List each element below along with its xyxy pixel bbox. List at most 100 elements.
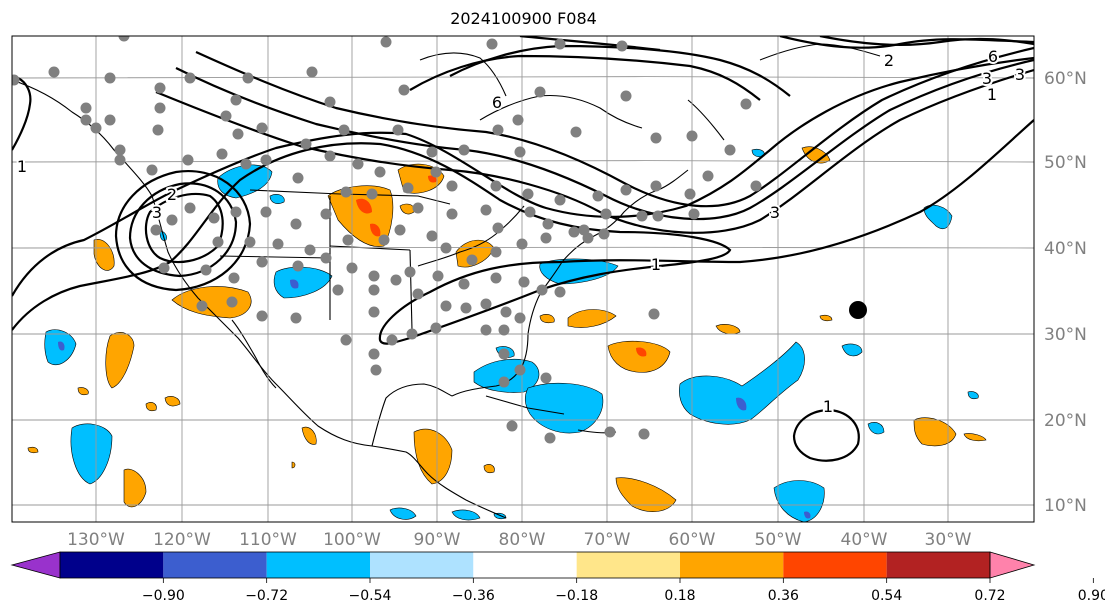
station-dot [486,38,498,50]
station-dot [292,260,304,272]
station-dot [516,238,528,250]
colorbar-frame [59,551,991,579]
station-dot [404,266,416,278]
station-dot [460,302,472,314]
latitude-label: 20°N [1044,411,1087,431]
station-dot [80,102,92,114]
station-dot [220,110,232,122]
station-dot [346,262,358,274]
station-dot [540,232,552,244]
station-dot [230,206,242,218]
station-dot [244,236,256,248]
station-dot [600,208,612,220]
colorbar-segment [370,552,474,578]
station-dot [604,426,616,438]
station-dot [368,306,380,318]
contour-label: 1 [823,397,833,416]
station-dot [500,306,512,318]
station-dot [582,232,594,244]
station-dot [446,180,458,192]
station-dot [374,166,386,178]
station-dot [466,254,478,266]
station-dot [154,82,166,94]
station-dot [290,312,302,324]
station-dot [208,212,220,224]
contour-label: 3 [982,69,992,88]
station-dot [684,188,696,200]
contour-label: 2 [167,185,177,204]
station-dot [636,210,648,222]
station-dot [90,122,102,134]
station-dot [368,284,380,296]
colorbar-high-extend [989,551,1036,579]
station-dot [542,218,554,230]
station-dot [724,144,736,156]
map-frame [11,35,1035,523]
colorbar-tick-label: −0.36 [452,588,495,604]
station-dot [534,86,546,98]
station-dot [228,272,240,284]
contour-label: 1 [17,157,27,176]
station-dot [492,124,504,136]
station-dot [324,96,336,108]
colorbar-segment [473,552,577,578]
station-dot [260,154,272,166]
station-dot [688,208,700,220]
station-dot [702,170,714,182]
station-dot [232,128,244,140]
station-dot [650,132,662,144]
contour-label: 1 [987,85,997,104]
station-dot [498,376,510,388]
station-dot [184,202,196,214]
longitude-label: 30°W [925,530,972,548]
contour-label: 1 [651,255,661,274]
station-dot [240,158,252,170]
longitude-label: 70°W [584,530,631,548]
station-dot [306,66,318,78]
station-dot [196,300,208,312]
longitude-label: 50°W [755,530,802,548]
station-dot [118,36,130,42]
colorbar-segment [60,552,164,578]
station-dot [386,334,398,346]
latitude-label: 10°N [1044,496,1087,516]
station-dot [426,230,438,242]
weather-map: 6 2 3 1 2 3 1 6 3 3 1 1 130°W 120°W 110°… [11,35,1087,548]
station-dot [320,252,332,264]
contour-value-labels: 6 2 3 1 2 3 1 6 3 3 1 1 [15,45,1027,418]
colorbar-segment [266,552,370,578]
station-dot [518,276,530,288]
colorbar-segment [886,552,990,578]
station-dot [152,124,164,136]
station-dot [150,224,162,236]
station-dot [514,364,526,376]
contour-label: 3 [770,203,780,222]
station-dot [458,144,470,156]
latitude-label: 60°N [1044,69,1087,89]
station-dot [182,154,194,166]
station-dot [242,72,254,84]
colorbar-tick-label: 0.54 [871,588,902,604]
station-dot [114,144,126,156]
station-dot [256,122,268,134]
colorbar-tick-label: 0.18 [664,588,695,604]
colorbar-tick-label: −0.72 [245,588,288,604]
longitude-label: 100°W [323,530,381,548]
colorbar-tick-label: 0.90 [1078,588,1105,604]
station-dot [304,244,316,256]
station-dot [392,124,404,136]
colorbar-tick-label: −0.18 [555,588,598,604]
station-dot [402,182,414,194]
station-dot [256,310,268,322]
colorbar-tick-label: −0.90 [142,588,185,604]
station-dot [554,194,566,206]
station-dot [324,150,336,162]
station-dot [114,154,126,166]
station-dot [480,298,492,310]
station-dot [540,372,552,384]
colorbar-tick-label: 0.36 [768,588,799,604]
station-dot [446,208,458,220]
contour-label: 6 [492,93,502,112]
station-dot [568,226,580,238]
station-dot [200,264,212,276]
